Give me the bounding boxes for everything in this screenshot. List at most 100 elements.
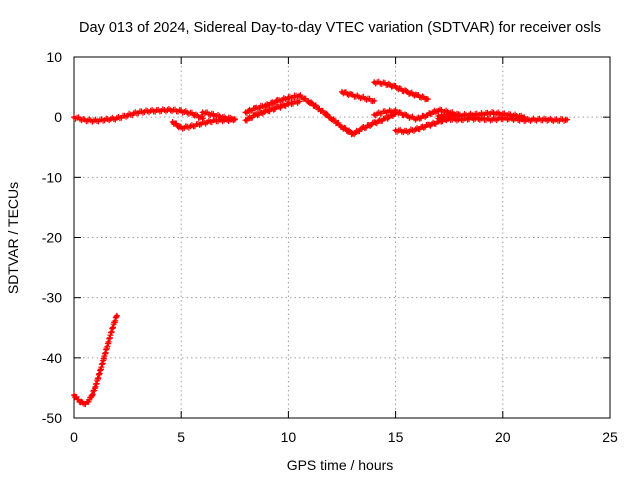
- x-tick-label: 20: [495, 429, 511, 445]
- data-point: [254, 106, 258, 110]
- data-point: [404, 90, 408, 94]
- data-point: [297, 99, 301, 104]
- data-point: [89, 395, 93, 400]
- data-point: [351, 132, 355, 136]
- data-point: [426, 97, 430, 101]
- data-point: [490, 111, 494, 115]
- data-point: [436, 114, 441, 118]
- x-tick-label: 10: [281, 429, 297, 445]
- data-point: [98, 371, 102, 375]
- data-point: [372, 99, 376, 103]
- data-point: [436, 120, 441, 124]
- data-point: [286, 102, 290, 106]
- x-axis-label: GPS time / hours: [287, 457, 394, 473]
- series-trace: [339, 88, 378, 105]
- data-point: [404, 130, 408, 134]
- x-tick-label: 0: [70, 429, 78, 445]
- data-point: [201, 110, 205, 114]
- data-point: [76, 398, 80, 402]
- data-point: [286, 96, 290, 100]
- data-point: [544, 117, 548, 122]
- series-track-e: [242, 98, 303, 124]
- series-track-g: [371, 78, 431, 103]
- series-track-c: [199, 109, 238, 123]
- data-point: [554, 118, 559, 122]
- data-point: [329, 116, 333, 120]
- data-series: [71, 78, 571, 408]
- data-point: [383, 110, 387, 114]
- data-point: [458, 113, 462, 117]
- data-point: [308, 100, 312, 104]
- data-point: [147, 109, 151, 113]
- data-point: [501, 116, 505, 120]
- x-tick-label: 25: [602, 429, 618, 445]
- data-point: [297, 93, 301, 98]
- data-point: [511, 117, 516, 121]
- x-tick-label: 15: [388, 429, 404, 445]
- data-point: [479, 112, 483, 116]
- y-tick-label: 0: [54, 109, 62, 125]
- data-point: [501, 112, 505, 116]
- data-point: [211, 113, 215, 117]
- data-point: [115, 116, 119, 120]
- data-point: [85, 401, 89, 405]
- data-point: [361, 126, 366, 130]
- y-tick-label: -40: [42, 350, 62, 366]
- series-trace: [371, 78, 431, 103]
- y-tick-label: -10: [42, 169, 62, 185]
- y-tick-label: -50: [42, 410, 62, 426]
- y-tick-label: -30: [42, 290, 62, 306]
- data-point: [394, 109, 398, 113]
- data-point: [436, 108, 441, 112]
- data-point: [243, 118, 248, 122]
- data-point: [522, 115, 526, 119]
- data-point: [383, 81, 387, 86]
- data-point: [179, 109, 183, 113]
- data-point: [93, 119, 98, 123]
- tick-labels: 0 5 10 15 20 25 10 0 -10 -20 -30 -40 -50: [42, 49, 618, 445]
- chart-title: Day 013 of 2024, Sidereal Day-to-day VTE…: [79, 20, 601, 36]
- data-point: [415, 93, 419, 98]
- data-point: [201, 116, 205, 120]
- data-point: [102, 356, 106, 360]
- data-point: [201, 121, 205, 125]
- data-point: [222, 116, 226, 120]
- y-axis-label: SDTVAR / TECUs: [5, 182, 21, 294]
- data-point: [340, 125, 344, 129]
- data-point: [265, 103, 269, 107]
- data-point: [511, 113, 516, 117]
- data-point: [458, 117, 462, 122]
- data-point: [265, 109, 269, 113]
- data-point: [190, 124, 194, 128]
- data-point: [106, 341, 110, 345]
- series-track-k: [435, 109, 528, 121]
- series-early-recovery: [71, 312, 120, 408]
- data-point: [565, 117, 569, 122]
- axis-ticks: [73, 56, 611, 419]
- data-point: [136, 110, 140, 114]
- data-point: [490, 117, 494, 122]
- data-point: [533, 117, 537, 122]
- data-point: [83, 118, 87, 122]
- data-point: [404, 114, 408, 118]
- data-point: [276, 105, 280, 110]
- data-point: [415, 127, 419, 131]
- y-tick-label: -20: [42, 230, 62, 246]
- data-point: [318, 108, 323, 112]
- data-point: [340, 90, 344, 94]
- data-point: [372, 113, 376, 117]
- data-point: [190, 111, 194, 116]
- data-point: [361, 96, 366, 100]
- data-point: [469, 116, 473, 120]
- data-point: [115, 314, 119, 318]
- data-point: [254, 113, 258, 117]
- x-tick-label: 5: [177, 429, 185, 445]
- data-point: [479, 117, 483, 121]
- data-point: [351, 93, 355, 98]
- series-track-a: [71, 105, 206, 125]
- series-track-f: [339, 88, 378, 105]
- data-point: [104, 117, 108, 122]
- data-point: [233, 117, 237, 121]
- data-point: [372, 121, 376, 125]
